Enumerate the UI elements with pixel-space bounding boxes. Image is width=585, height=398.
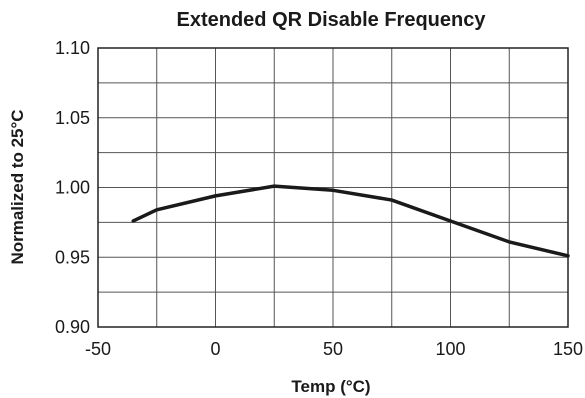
y-tick-label: 0.95 <box>55 247 90 267</box>
y-tick-labels: 0.90 0.95 1.00 1.05 1.10 <box>55 38 90 337</box>
x-tick-label: 150 <box>553 339 583 359</box>
chart-title: Extended QR Disable Frequency <box>177 9 487 31</box>
series-line <box>131 184 570 258</box>
y-tick-label: 1.00 <box>55 178 90 198</box>
y-tick-label: 0.90 <box>55 317 90 337</box>
x-axis-label: Temp (°C) <box>291 377 370 396</box>
y-tick-label: 1.05 <box>55 108 90 128</box>
y-tick-label: 1.10 <box>55 38 90 58</box>
grid-layer <box>97 47 569 328</box>
series-layer <box>131 184 570 258</box>
x-tick-label: 50 <box>323 339 343 359</box>
x-tick-label: 0 <box>210 339 220 359</box>
plot-frame <box>97 47 569 328</box>
y-axis-label: Normalized to 25°C <box>8 109 27 264</box>
x-tick-label: -50 <box>85 339 111 359</box>
x-tick-label: 100 <box>435 339 465 359</box>
x-tick-labels: -50 0 50 100 150 <box>85 339 583 359</box>
